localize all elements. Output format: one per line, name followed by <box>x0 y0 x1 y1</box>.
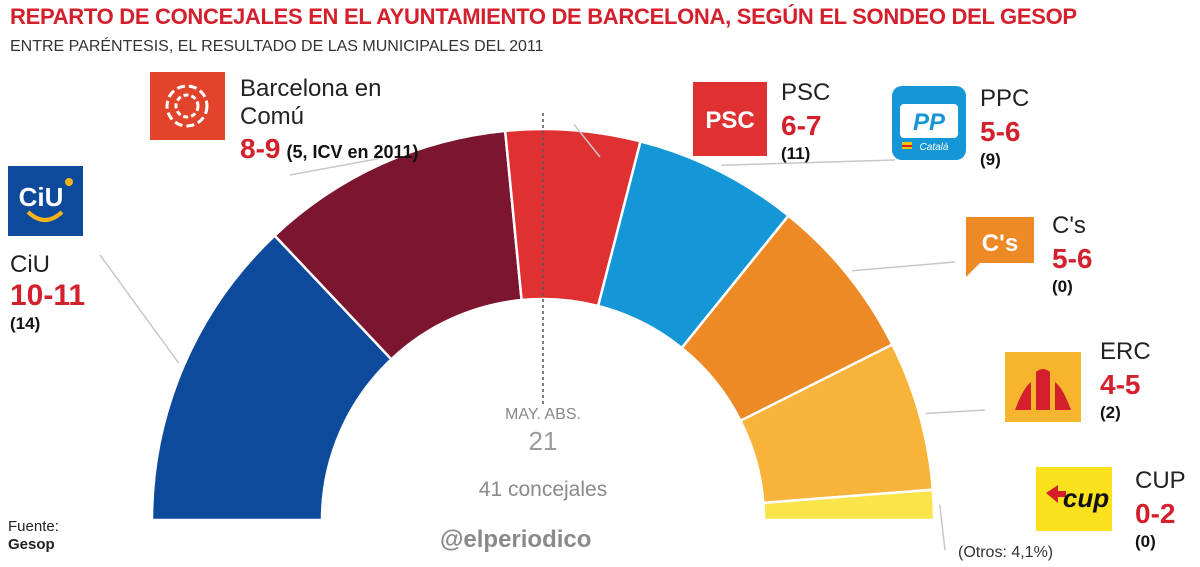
party-name: PSC <box>781 79 831 106</box>
source: Fuente: Gesop <box>8 518 59 554</box>
leader-line <box>289 157 379 176</box>
party-seats: 6-7 <box>781 110 822 141</box>
party-bcomu: Barcelona en Comú 8-9 (5, ICV en 2011) <box>240 75 419 165</box>
party-psc: PSC 6-7 (11) <box>781 80 830 164</box>
cup-logo-text: cup <box>1063 483 1109 513</box>
party-seats: 4-5 <box>1100 369 1141 400</box>
chart-subtitle: ENTRE PARÉNTESIS, EL RESULTADO DE LAS MU… <box>10 38 544 55</box>
erc-logo <box>1005 352 1081 422</box>
party-seats: 8-9 <box>240 133 281 164</box>
party-previous: (0) <box>1052 277 1073 296</box>
wedge-ciu <box>150 233 394 522</box>
majority-value: 21 <box>528 426 558 456</box>
total-seats-label: 41 concejales <box>478 478 608 501</box>
brand-handle: @elperiodico <box>440 526 592 553</box>
cs-logo-icon: C's <box>966 217 1034 277</box>
leader-line <box>925 409 986 415</box>
cs-logo-text: C's <box>982 230 1018 257</box>
party-name: PPC <box>980 85 1030 112</box>
bcomu-logo-icon <box>165 84 209 128</box>
ciu-logo-text: CiU <box>19 182 64 212</box>
psc-logo-text: PSC <box>705 107 754 134</box>
bcomu-logo <box>150 72 225 140</box>
party-ciu: CiU 10-11 (14) <box>10 252 85 334</box>
party-seats: 5-6 <box>1052 243 1093 274</box>
others-note: (Otros: 4,1%) <box>958 544 1054 561</box>
leader-line <box>851 261 956 272</box>
ppc-logo-sub: Català <box>920 142 949 153</box>
party-name: Barcelona en Comú <box>240 75 382 130</box>
ppc-logo-text: PP <box>913 109 946 136</box>
party-cs: C's 5-6 (0) <box>1052 213 1092 297</box>
ppc-logo-icon: PP Català <box>900 104 958 153</box>
party-name: C's <box>1052 212 1086 239</box>
source-label: Fuente: <box>8 518 59 535</box>
party-seats: 0-2 <box>1135 498 1176 529</box>
party-name: CUP <box>1135 467 1186 494</box>
party-name: CiU <box>10 251 50 278</box>
leader-line <box>721 159 896 166</box>
party-seats: 5-6 <box>980 116 1021 147</box>
source-value: Gesop <box>8 536 55 553</box>
erc-logo-icon <box>1015 369 1071 410</box>
party-previous: (14) <box>10 314 41 333</box>
party-name: ERC <box>1100 338 1151 365</box>
leader-line <box>573 123 601 158</box>
party-cup: CUP 0-2 (0) <box>1135 468 1186 552</box>
party-previous: (11) <box>781 144 811 163</box>
psc-logo: PSC <box>693 82 767 156</box>
party-seats: 10-11 <box>10 279 86 312</box>
cup-logo: cup <box>1036 467 1112 531</box>
cs-logo: C's <box>962 213 1038 279</box>
party-erc: ERC 4-5 (2) <box>1100 339 1151 423</box>
ciu-logo-icon: CiU <box>19 178 73 222</box>
cup-logo-icon: cup <box>1046 483 1109 513</box>
ppc-logo: PP Català <box>892 86 966 160</box>
chart-title: REPARTO DE CONCEJALES EN EL AYUNTAMIENTO… <box>10 4 1077 29</box>
majority-label: MAY. ABS. <box>505 406 581 423</box>
party-previous: (0) <box>1135 532 1156 551</box>
party-previous: (5, ICV en 2011) <box>286 142 419 162</box>
wedge-cup <box>761 488 936 522</box>
party-previous: (9) <box>980 150 1001 169</box>
psc-logo-icon: PSC <box>705 107 754 134</box>
leader-line <box>99 254 180 364</box>
party-ppc: PPC 5-6 (9) <box>980 86 1029 170</box>
party-previous: (2) <box>1100 403 1121 422</box>
ciu-logo: CiU <box>8 166 83 236</box>
leader-line <box>938 504 946 551</box>
